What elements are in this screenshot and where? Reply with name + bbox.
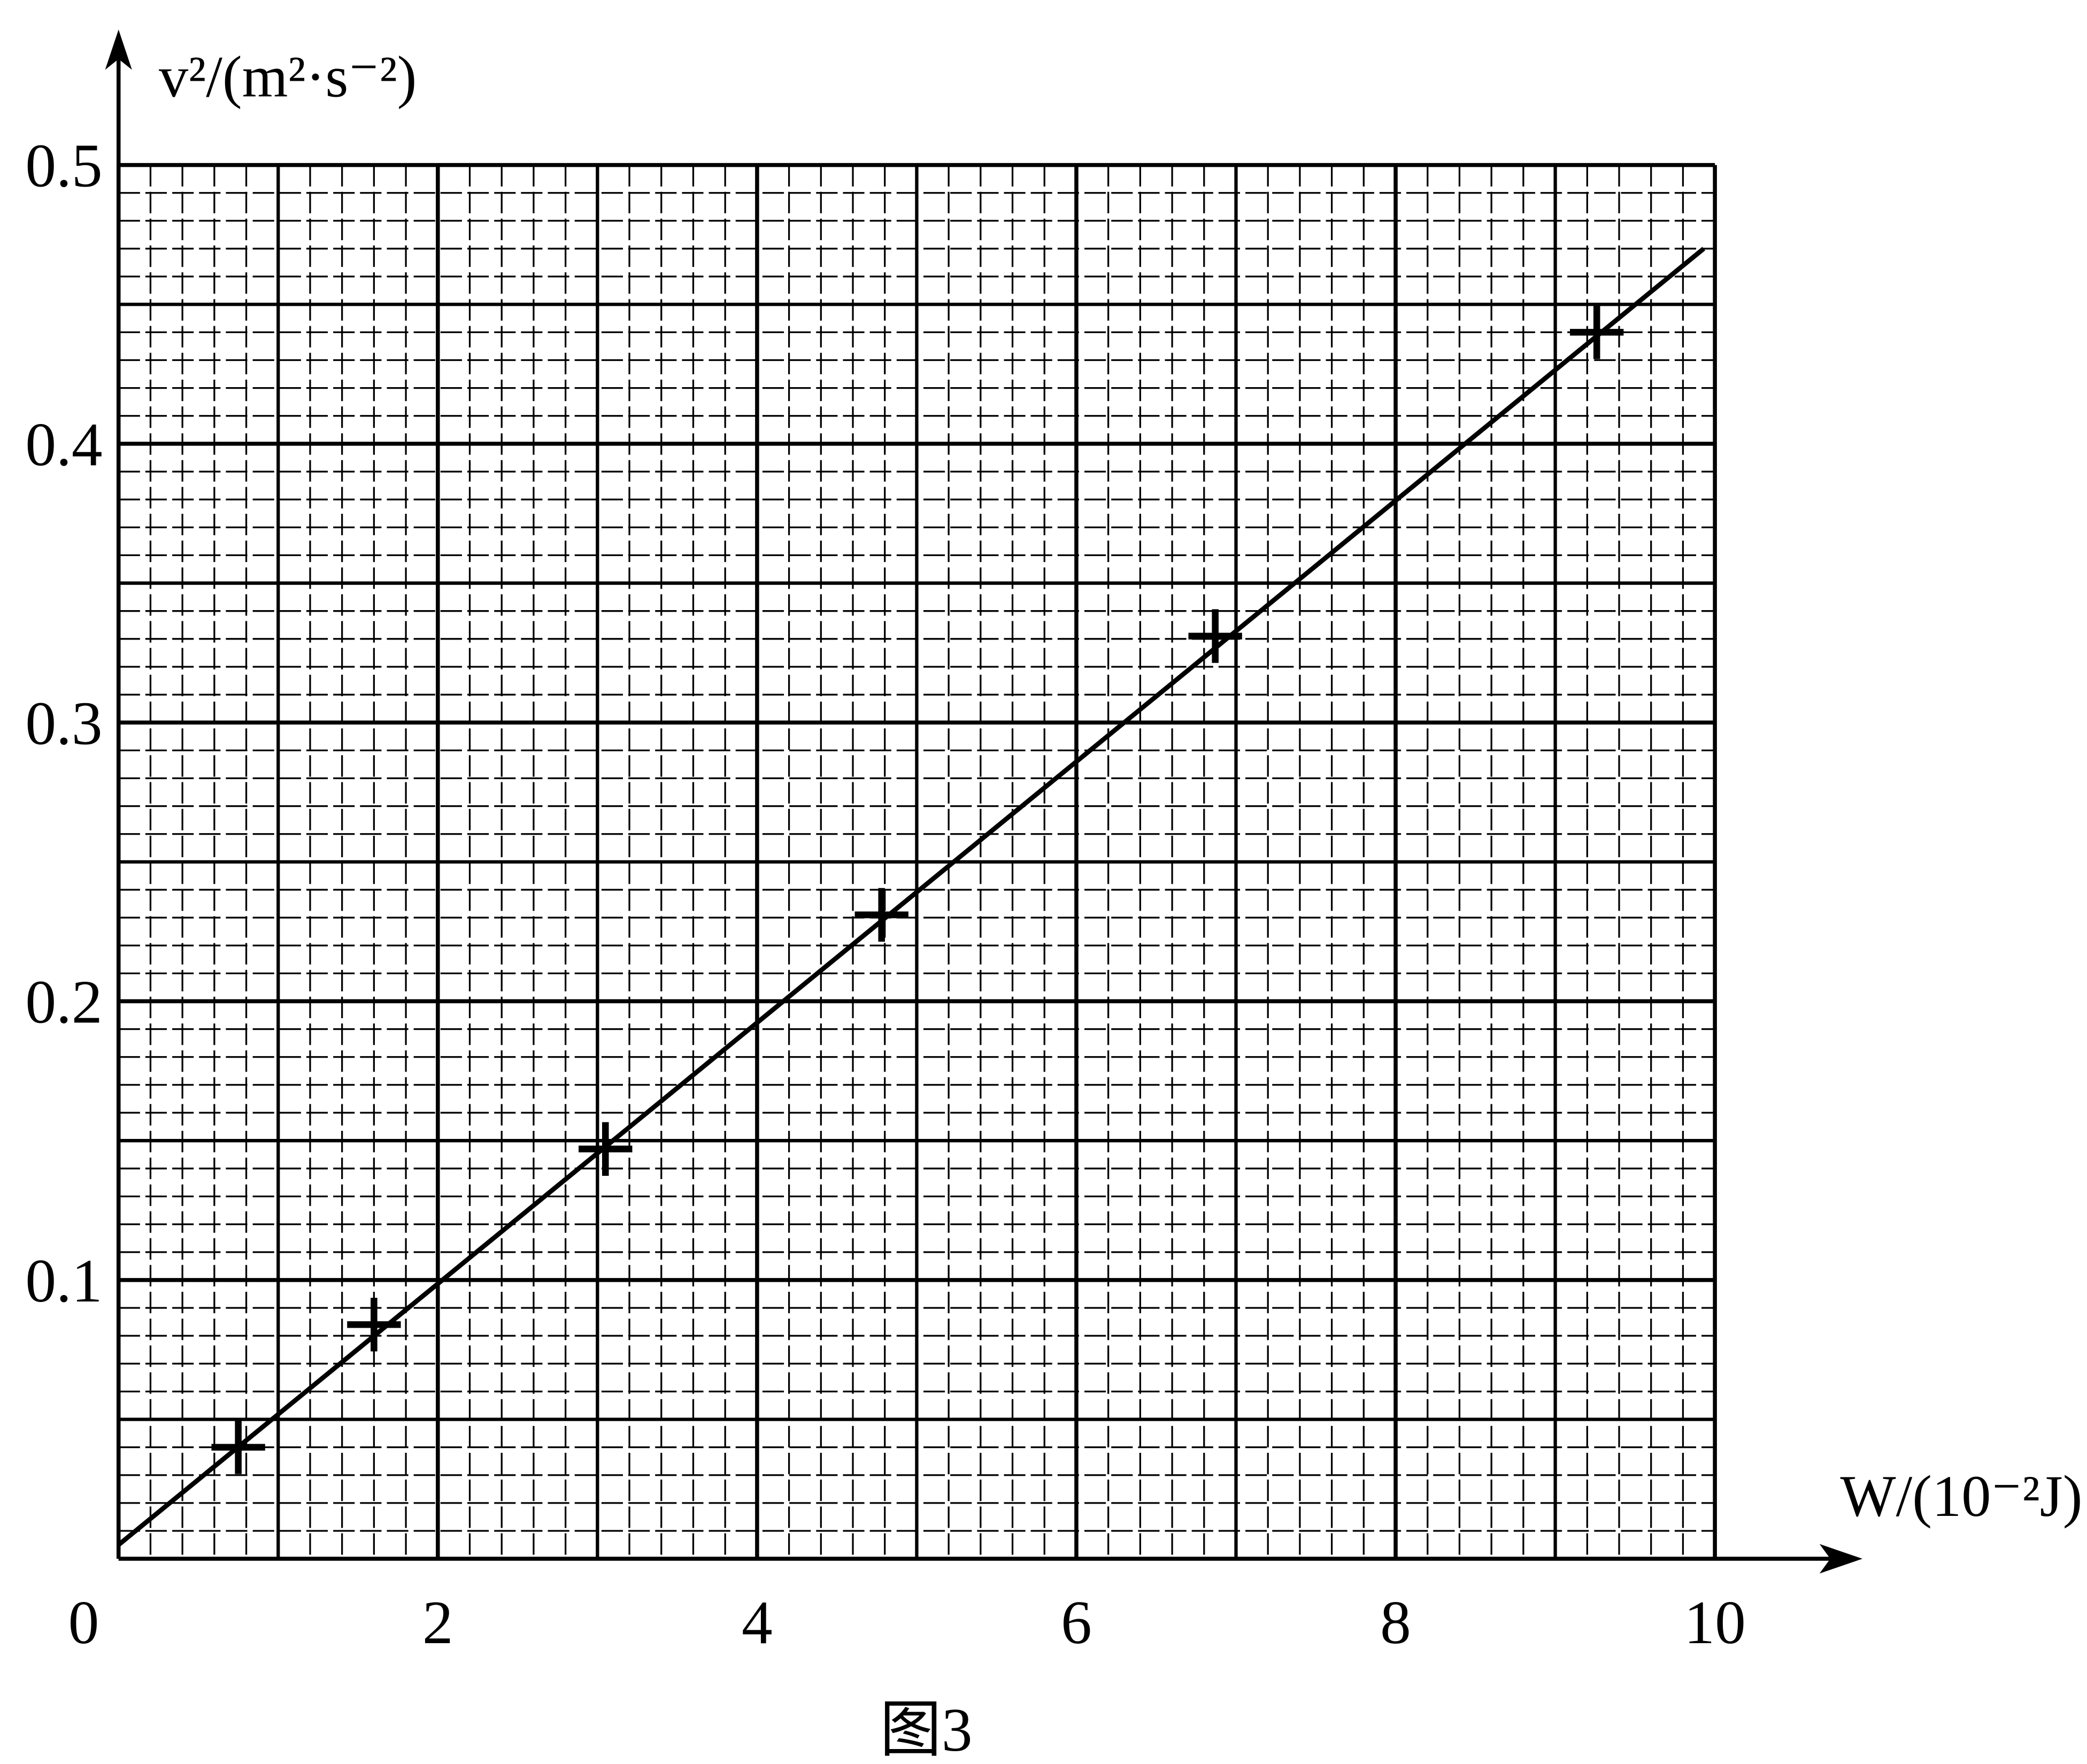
x-tick-label: 8	[1380, 1588, 1411, 1657]
plot	[117, 247, 1706, 1547]
fit-line	[117, 247, 1706, 1547]
x-axis-title: W/(10⁻²J)	[1840, 1463, 2082, 1529]
y-tick-label: 0.3	[25, 689, 102, 757]
y-tick-label: 0.2	[25, 968, 102, 1036]
x-tick-label: 6	[1061, 1588, 1092, 1657]
data-point	[1570, 305, 1624, 359]
x-tick-label: 4	[742, 1588, 773, 1657]
grid	[116, 163, 1717, 1559]
x-tick-label: 2	[422, 1588, 453, 1657]
data-point	[854, 888, 908, 942]
y-axis-title: v²/(m²·s⁻²)	[159, 44, 417, 110]
data-point	[347, 1298, 401, 1352]
y-tick-label: 0.5	[25, 132, 102, 200]
x-tick-label: 0	[68, 1588, 99, 1657]
y-tick-label: 0.1	[25, 1246, 102, 1315]
x-axis-arrow	[1819, 1544, 1863, 1574]
x-tick-label: 10	[1684, 1588, 1745, 1657]
caption: 图3	[880, 1696, 972, 1764]
y-axis-arrow	[105, 29, 132, 70]
y-tick-label: 0.4	[25, 410, 102, 479]
data-point	[1188, 609, 1242, 663]
